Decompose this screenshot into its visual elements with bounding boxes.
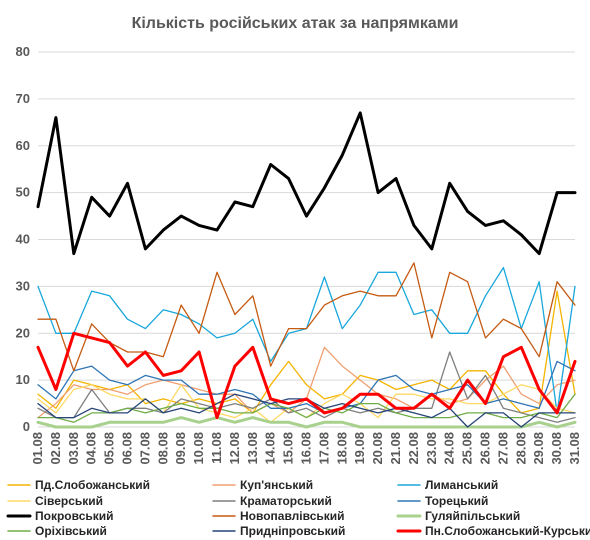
series-line-7: [36, 111, 577, 256]
y-tick-label: 10: [16, 372, 30, 387]
legend-label: Пд.Слобожанський: [35, 478, 150, 492]
y-tick-label: 50: [16, 185, 30, 200]
x-tick-label: 10.08: [191, 432, 206, 465]
legend: Пд.Слобожанський Куп'янський Лиманський Сів…: [6, 478, 590, 538]
x-tick-label: 11.08: [209, 432, 224, 464]
y-tick-label: 30: [16, 278, 30, 293]
series-line-9: [36, 416, 577, 429]
x-tick-label: 02.08: [48, 432, 63, 465]
x-tick-label: 17.08: [316, 432, 331, 465]
x-tick-label: 05.08: [102, 432, 117, 465]
chart-title: Кількість російських атак за напрямками: [132, 15, 459, 32]
x-tick-label: 14.08: [263, 432, 278, 465]
legend-label: Покровський: [35, 509, 114, 523]
x-tick-label: 28.08: [513, 432, 528, 465]
x-tick-label: 06.08: [120, 432, 135, 465]
x-tick-label: 21.08: [388, 432, 403, 465]
x-tick-label: 23.08: [424, 432, 439, 465]
x-tick-label: 03.08: [66, 432, 81, 465]
x-tick-label: 22.08: [406, 432, 421, 465]
x-tick-label: 07.08: [137, 432, 152, 465]
grid: [38, 51, 575, 428]
x-tick-label: 19.08: [352, 432, 367, 465]
y-tick-label: 20: [16, 325, 30, 340]
x-tick-label: 16.08: [299, 432, 314, 465]
x-tick-label: 29.08: [531, 432, 546, 465]
x-tick-label: 08.08: [155, 432, 170, 465]
legend-label: Лиманський: [425, 478, 498, 492]
x-tick-label: 31.08: [567, 432, 582, 465]
x-tick-label: 01.08: [30, 432, 45, 465]
legend-label: Пн.Слобожанський-Курський: [425, 524, 590, 538]
x-tick-label: 30.08: [549, 432, 564, 465]
legend-label: Сіверський: [35, 494, 103, 508]
legend-label: Куп'янський: [240, 478, 313, 492]
x-tick-label: 26.08: [478, 432, 493, 465]
y-tick-label: 70: [16, 91, 30, 106]
y-tick-label: 80: [16, 44, 30, 59]
y-axis: 0 10 20 30 40 50 60 70 80: [16, 44, 30, 434]
x-tick-label: 27.08: [495, 432, 510, 465]
legend-label: Гуляйпільський: [425, 509, 520, 523]
series-line-8: [37, 262, 576, 372]
y-tick-label: 0: [23, 419, 30, 434]
series-group: [36, 111, 577, 429]
series-line-12: [36, 331, 577, 420]
x-tick-label: 13.08: [245, 432, 260, 465]
x-tick-label: 24.08: [442, 432, 457, 465]
legend-label: Придніпровський: [240, 524, 345, 538]
y-tick-label: 60: [16, 138, 30, 153]
x-tick-label: 20.08: [370, 432, 385, 465]
legend-label: Новопавлівський: [240, 509, 345, 523]
x-tick-label: 12.08: [227, 432, 242, 465]
x-tick-label: 09.08: [173, 432, 188, 465]
legend-label: Торецький: [425, 494, 488, 508]
y-tick-label: 40: [16, 232, 30, 247]
x-tick-label: 04.08: [84, 432, 99, 465]
legend-label: Оріхівський: [35, 524, 107, 538]
x-tick-label: 25.08: [460, 432, 475, 465]
legend-label: Краматорський: [240, 494, 332, 508]
x-axis: 01.08 02.08 03.08 04.08 05.08 06.08 07.08 08.08…: [30, 432, 582, 465]
x-tick-label: 15.08: [281, 432, 296, 465]
x-tick-label: 18.08: [334, 432, 349, 465]
